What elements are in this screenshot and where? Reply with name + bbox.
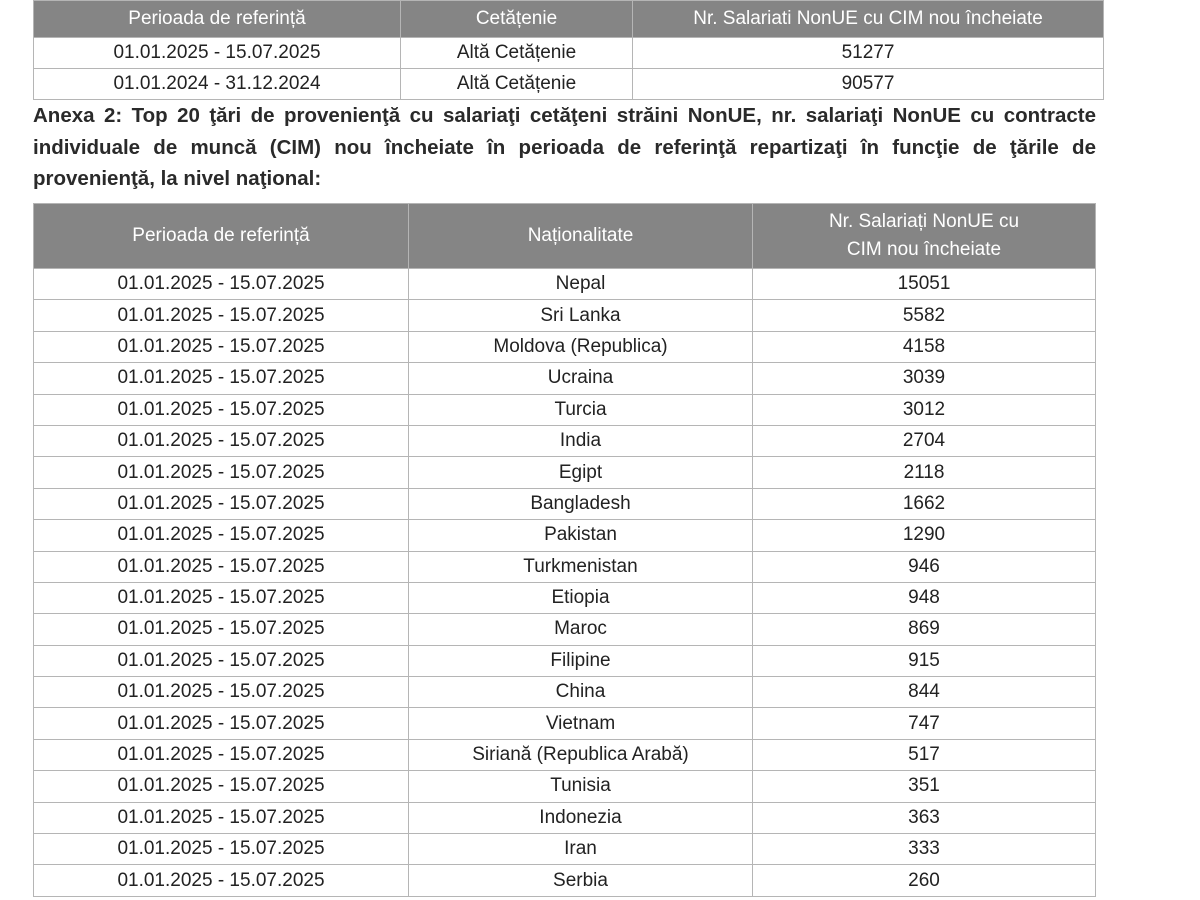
count-cell: 51277 [632, 37, 1104, 69]
nationality-cell: Indonezia [408, 801, 753, 835]
column-header-count: Nr. Salariați NonUE cu CIM nou încheiate [752, 203, 1096, 269]
column-header-period: Perioada de referință [33, 203, 409, 269]
column-header-period: Perioada de referință [33, 0, 401, 38]
count-cell: 5582 [752, 299, 1096, 332]
count-cell: 1662 [752, 487, 1096, 521]
nationality-cell: Iran [408, 833, 753, 866]
table-row: 01.01.2025 - 15.07.2025 Filipine 915 [33, 644, 1096, 678]
period-cell: 01.01.2025 - 15.07.2025 [33, 833, 409, 866]
period-cell: 01.01.2025 - 15.07.2025 [33, 864, 409, 897]
count-cell: 869 [752, 613, 1096, 646]
nationality-cell: Vietnam [408, 707, 753, 740]
count-cell: 3012 [752, 393, 1096, 426]
table-row: 01.01.2024 - 31.12.2024 Altă Cetățenie 905… [33, 68, 1104, 100]
table-header-row: Perioada de referință Cetățenie Nr. Sala… [33, 0, 1104, 38]
nationality-cell: Siriană (Republica Arabă) [408, 738, 753, 772]
nationality-cell: Sri Lanka [408, 299, 753, 332]
column-header-count: Nr. Salariati NonUE cu CIM nou încheiate [632, 0, 1104, 38]
period-cell: 01.01.2025 - 15.07.2025 [33, 299, 409, 332]
column-header-citizenship: Cetățenie [400, 0, 633, 38]
table-row: 01.01.2025 - 15.07.2025 Nepal 15051 [33, 267, 1096, 301]
nationality-cell: Filipine [408, 644, 753, 678]
period-cell: 01.01.2024 - 31.12.2024 [33, 68, 401, 100]
nationality-cell: Egipt [408, 456, 753, 489]
table-row: 01.01.2025 - 15.07.2025 Tunisia 351 [33, 770, 1096, 803]
nationality-cell: Turkmenistan [408, 550, 753, 583]
table-row: 01.01.2025 - 15.07.2025 Turcia 3012 [33, 393, 1096, 426]
table-row: 01.01.2025 - 15.07.2025 China 844 [33, 676, 1096, 709]
table-row: 01.01.2025 - 15.07.2025 Turkmenistan 946 [33, 550, 1096, 583]
period-cell: 01.01.2025 - 15.07.2025 [33, 424, 409, 458]
nationality-cell: Ucraina [408, 362, 753, 395]
table-row: 01.01.2025 - 15.07.2025 Moldova (Republic… [33, 330, 1096, 364]
table-row: 01.01.2025 - 15.07.2025 Iran 333 [33, 833, 1096, 866]
annex-2-heading: Anexa 2: Top 20 ţări de provenienţă cu s… [33, 104, 1096, 190]
table-row: 01.01.2025 - 15.07.2025 Serbia 260 [33, 864, 1096, 897]
count-cell: 90577 [632, 68, 1104, 100]
nationality-cell: Bangladesh [408, 487, 753, 521]
count-cell: 946 [752, 550, 1096, 583]
column-header-nationality: Naționalitate [408, 203, 753, 269]
nationality-cell: Nepal [408, 267, 753, 301]
nationality-cell: Etiopia [408, 581, 753, 615]
table-row: 01.01.2025 - 15.07.2025 Ucraina 3039 [33, 362, 1096, 395]
top-20-countries-table: Perioada de referință Naționalitate Nr. … [33, 203, 1096, 897]
nationality-cell: Pakistan [408, 519, 753, 552]
count-cell: 363 [752, 801, 1096, 835]
period-cell: 01.01.2025 - 15.07.2025 [33, 738, 409, 772]
period-cell: 01.01.2025 - 15.07.2025 [33, 801, 409, 835]
period-cell: 01.01.2025 - 15.07.2025 [33, 707, 409, 740]
period-cell: 01.01.2025 - 15.07.2025 [33, 770, 409, 803]
count-cell: 915 [752, 644, 1096, 678]
period-cell: 01.01.2025 - 15.07.2025 [33, 330, 409, 364]
citizenship-cell: Altă Cetățenie [400, 37, 633, 69]
nationality-cell: China [408, 676, 753, 709]
count-cell: 844 [752, 676, 1096, 709]
period-cell: 01.01.2025 - 15.07.2025 [33, 362, 409, 395]
count-cell: 15051 [752, 267, 1096, 301]
table-row: 01.01.2025 - 15.07.2025 Etiopia 948 [33, 581, 1096, 615]
table-row: 01.01.2025 - 15.07.2025 Sri Lanka 5582 [33, 299, 1096, 332]
nationality-cell: Tunisia [408, 770, 753, 803]
table-row: 01.01.2025 - 15.07.2025 Vietnam 747 [33, 707, 1096, 740]
period-cell: 01.01.2025 - 15.07.2025 [33, 550, 409, 583]
nationality-cell: Turcia [408, 393, 753, 426]
period-cell: 01.01.2025 - 15.07.2025 [33, 487, 409, 521]
count-cell: 260 [752, 864, 1096, 897]
nationality-cell: Serbia [408, 864, 753, 897]
period-cell: 01.01.2025 - 15.07.2025 [33, 613, 409, 646]
count-cell: 2118 [752, 456, 1096, 489]
period-cell: 01.01.2025 - 15.07.2025 [33, 519, 409, 552]
count-cell: 333 [752, 833, 1096, 866]
count-cell: 2704 [752, 424, 1096, 458]
table-row: 01.01.2025 - 15.07.2025 India 2704 [33, 424, 1096, 458]
count-cell: 4158 [752, 330, 1096, 364]
table-row: 01.01.2025 - 15.07.2025 Pakistan 1290 [33, 519, 1096, 552]
period-cell: 01.01.2025 - 15.07.2025 [33, 644, 409, 678]
count-cell: 3039 [752, 362, 1096, 395]
nationality-cell: Moldova (Republica) [408, 330, 753, 364]
citizenship-cell: Altă Cetățenie [400, 68, 633, 100]
period-cell: 01.01.2025 - 15.07.2025 [33, 37, 401, 69]
table-row: 01.01.2025 - 15.07.2025 Siriană (Republic… [33, 738, 1096, 772]
count-cell: 948 [752, 581, 1096, 615]
table-row: 01.01.2025 - 15.07.2025 Indonezia 363 [33, 801, 1096, 835]
table-row: 01.01.2025 - 15.07.2025 Egipt 2118 [33, 456, 1096, 489]
table-row: 01.01.2025 - 15.07.2025 Bangladesh 1662 [33, 487, 1096, 521]
table-row: 01.01.2025 - 15.07.2025 Maroc 869 [33, 613, 1096, 646]
count-cell: 1290 [752, 519, 1096, 552]
count-cell: 747 [752, 707, 1096, 740]
citizenship-summary-table: Perioada de referință Cetățenie Nr. Sala… [33, 0, 1104, 100]
period-cell: 01.01.2025 - 15.07.2025 [33, 581, 409, 615]
nationality-cell: India [408, 424, 753, 458]
period-cell: 01.01.2025 - 15.07.2025 [33, 393, 409, 426]
period-cell: 01.01.2025 - 15.07.2025 [33, 456, 409, 489]
period-cell: 01.01.2025 - 15.07.2025 [33, 676, 409, 709]
nationality-cell: Maroc [408, 613, 753, 646]
period-cell: 01.01.2025 - 15.07.2025 [33, 267, 409, 301]
table-header-row: Perioada de referință Naționalitate Nr. … [33, 203, 1096, 269]
count-cell: 517 [752, 738, 1096, 772]
count-cell: 351 [752, 770, 1096, 803]
table-row: 01.01.2025 - 15.07.2025 Altă Cetățenie 512… [33, 37, 1104, 69]
